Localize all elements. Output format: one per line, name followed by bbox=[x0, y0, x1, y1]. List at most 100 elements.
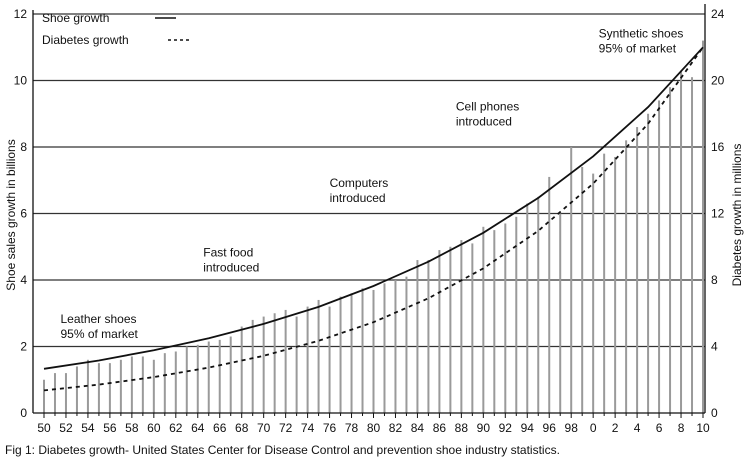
y-tick-label-right: 4 bbox=[711, 340, 718, 354]
bar bbox=[119, 359, 122, 413]
bar bbox=[592, 173, 595, 413]
bar bbox=[86, 359, 89, 413]
bar bbox=[482, 226, 485, 413]
shoe-growth-line bbox=[43, 46, 704, 370]
annotation-text: Cell phones bbox=[456, 99, 519, 113]
bar bbox=[658, 100, 661, 413]
x-tick-label: 6 bbox=[656, 421, 663, 435]
x-tick-label: 76 bbox=[323, 421, 337, 435]
x-tick-label: 92 bbox=[499, 421, 513, 435]
bar bbox=[702, 40, 704, 413]
bar bbox=[515, 216, 518, 413]
x-tick-label: 90 bbox=[477, 421, 491, 435]
bar bbox=[251, 319, 254, 413]
x-tick-label: 82 bbox=[389, 421, 403, 435]
bar bbox=[680, 70, 683, 414]
x-tick-label: 74 bbox=[301, 421, 315, 435]
bar bbox=[504, 223, 507, 413]
bar bbox=[526, 203, 529, 413]
x-tick-label: 98 bbox=[565, 421, 579, 435]
annotation-text: Synthetic shoes bbox=[599, 26, 684, 40]
bar bbox=[559, 213, 562, 413]
legend: Shoe growth Diabetes growth bbox=[42, 11, 190, 47]
bar bbox=[295, 316, 298, 413]
x-tick-label: 78 bbox=[345, 421, 359, 435]
annotation-text: introduced bbox=[456, 114, 512, 128]
x-tick-label: 56 bbox=[103, 421, 117, 435]
bar bbox=[108, 363, 111, 413]
bar bbox=[438, 250, 441, 413]
bar bbox=[460, 240, 463, 413]
bar bbox=[306, 306, 309, 413]
x-tick-label: 62 bbox=[169, 421, 183, 435]
figure-caption: Fig 1: Diabetes growth- United States Ce… bbox=[5, 443, 560, 457]
bar bbox=[691, 77, 694, 414]
bar bbox=[581, 166, 584, 413]
bar bbox=[548, 176, 551, 413]
x-tick-label: 72 bbox=[279, 421, 293, 435]
x-tick-label: 50 bbox=[37, 421, 51, 435]
bar bbox=[636, 127, 639, 414]
y-tick-label-right: 20 bbox=[711, 74, 725, 88]
annotation-text: 95% of market bbox=[599, 41, 677, 55]
bar bbox=[185, 346, 188, 413]
x-tick-label: 58 bbox=[125, 421, 139, 435]
bar bbox=[328, 306, 331, 413]
bar bbox=[449, 246, 452, 413]
y-tick-label-left: 6 bbox=[20, 207, 27, 221]
annotation-text: Computers bbox=[330, 176, 389, 190]
y-axis-label-left: Shoe sales growth in billions bbox=[4, 139, 18, 290]
bar bbox=[64, 373, 67, 413]
x-tick-label: 66 bbox=[213, 421, 227, 435]
y-tick-label-left: 8 bbox=[20, 140, 27, 154]
bar bbox=[416, 260, 419, 413]
bar bbox=[43, 379, 45, 413]
annotation-text: introduced bbox=[203, 261, 259, 275]
x-tick-label: 2 bbox=[612, 421, 619, 435]
x-tick-label: 84 bbox=[411, 421, 425, 435]
y-tick-label-left: 12 bbox=[14, 7, 28, 21]
y-tick-label-right: 8 bbox=[711, 273, 718, 287]
x-tick-label: 8 bbox=[678, 421, 685, 435]
x-tick-label: 0 bbox=[590, 421, 597, 435]
bar bbox=[229, 336, 232, 413]
x-tick-label: 96 bbox=[543, 421, 557, 435]
bar bbox=[570, 147, 573, 413]
bar bbox=[537, 196, 540, 413]
bar bbox=[405, 276, 408, 413]
y-tick-label-right: 12 bbox=[711, 207, 725, 221]
y-tick-label-left: 4 bbox=[20, 273, 27, 287]
y-tick-label-left: 2 bbox=[20, 340, 27, 354]
x-tick-label: 68 bbox=[235, 421, 249, 435]
x-tick-label: 10 bbox=[696, 421, 710, 435]
bar bbox=[471, 243, 474, 413]
bar bbox=[427, 260, 430, 413]
x-tick-label: 54 bbox=[81, 421, 95, 435]
bar bbox=[394, 280, 397, 413]
bar bbox=[614, 156, 617, 413]
bar bbox=[339, 296, 342, 413]
bar bbox=[130, 356, 133, 413]
y-tick-label-left: 10 bbox=[14, 74, 28, 88]
bars bbox=[43, 40, 704, 414]
bar bbox=[163, 353, 166, 413]
legend-label-shoe: Shoe growth bbox=[42, 11, 109, 25]
bar bbox=[669, 87, 672, 414]
x-tick-label: 80 bbox=[367, 421, 381, 435]
legend-label-diabetes: Diabetes growth bbox=[42, 33, 129, 47]
bar bbox=[97, 363, 100, 413]
bar bbox=[647, 113, 650, 413]
bar bbox=[53, 373, 56, 413]
bar bbox=[174, 351, 177, 413]
bar bbox=[372, 289, 375, 413]
bar bbox=[152, 359, 155, 413]
bar bbox=[625, 140, 628, 413]
bar bbox=[361, 288, 364, 413]
x-tick-label: 64 bbox=[191, 421, 205, 435]
x-tick-label: 94 bbox=[521, 421, 535, 435]
annotation-text: introduced bbox=[330, 191, 386, 205]
bar bbox=[284, 309, 287, 413]
